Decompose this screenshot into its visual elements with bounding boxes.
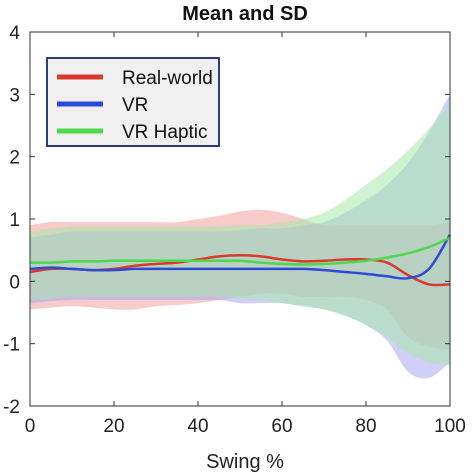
x-tick-label: 40 [187,416,208,437]
x-tick-label: 0 [25,416,36,437]
vr-haptic-mean-line [29,236,451,266]
y-tick-label: -2 [3,397,20,418]
sd-bands [30,94,450,379]
y-tick-label: 4 [9,23,20,44]
chart-title: Mean and SD [182,3,308,25]
y-tick-label: 3 [9,85,20,106]
y-tick-label: 0 [9,272,20,293]
vr-haptic-legend-label: VR Haptic [122,122,208,143]
vr-haptic-sd-band [30,103,450,366]
y-tick-label: 2 [9,148,20,169]
axis-ticks: 0 20 40 60 80 100 -2 -1 0 1 2 3 4 [3,23,466,437]
y-tick-label: -1 [3,335,20,356]
vr-mean-line [29,233,452,280]
x-tick-label: 100 [434,416,466,437]
mean-lines [29,233,452,287]
x-tick-label: 20 [103,416,124,437]
vr-legend-label: VR [122,95,148,116]
plot-area: 0 20 40 60 80 100 -2 -1 0 1 2 3 4 [3,23,466,437]
legend: Real-world VR VR Haptic [46,57,220,147]
x-tick-label: 80 [355,416,376,437]
x-axis-label: Swing % [206,451,284,473]
real-world-legend-label: Real-world [122,68,213,89]
x-tick-label: 60 [271,416,292,437]
y-tick-label: 1 [9,210,20,231]
